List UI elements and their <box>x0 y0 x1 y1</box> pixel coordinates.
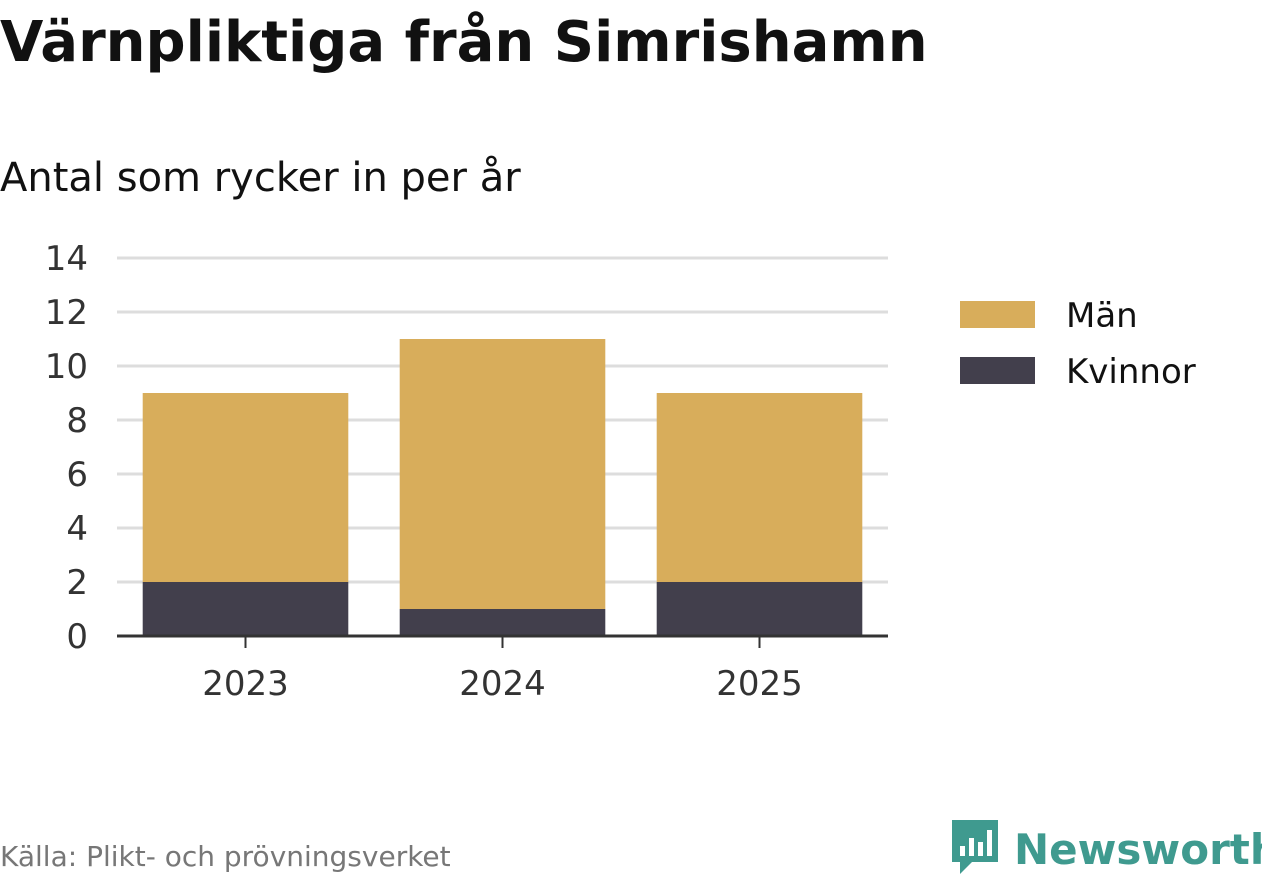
x-tick-label: 2024 <box>459 664 546 704</box>
brand-logo: Newsworthy <box>950 818 1262 880</box>
y-tick-label: 8 <box>66 401 88 441</box>
y-tick-label: 12 <box>45 293 88 333</box>
bar-men-2024 <box>399 339 606 609</box>
legend-swatch-women <box>960 357 1035 384</box>
bar-chart-speech-bubble-icon <box>950 818 1000 880</box>
legend-swatch-men <box>960 301 1035 328</box>
legend-label-women: Kvinnor <box>1066 352 1196 392</box>
y-tick-label: 2 <box>66 563 88 603</box>
bar-women-2025 <box>656 582 863 636</box>
bars <box>142 339 863 636</box>
legend-label-men: Män <box>1066 296 1138 336</box>
bar-men-2023 <box>142 393 349 582</box>
bar-women-2024 <box>399 609 606 636</box>
y-tick-label: 10 <box>45 347 88 387</box>
source-note: Källa: Plikt- och prövningsverket <box>0 840 451 873</box>
y-tick-label: 4 <box>66 509 88 549</box>
chart-subtitle: Antal som rycker in per år <box>0 155 521 201</box>
y-tick-label: 6 <box>66 455 88 495</box>
axes: 0 2 4 6 8 10 12 14 2023 2024 2025 <box>45 239 888 704</box>
bar-men-2025 <box>656 393 863 582</box>
x-tick-label: 2025 <box>716 664 803 704</box>
y-tick-label: 14 <box>45 239 88 279</box>
legend: Män Kvinnor <box>960 296 1196 392</box>
chart-title: Värnpliktiga från Simrishamn <box>0 10 928 75</box>
x-tick-label: 2023 <box>202 664 289 704</box>
y-tick-label: 0 <box>66 617 88 657</box>
bar-women-2023 <box>142 582 349 636</box>
brand-name: Newsworthy <box>1014 824 1262 874</box>
